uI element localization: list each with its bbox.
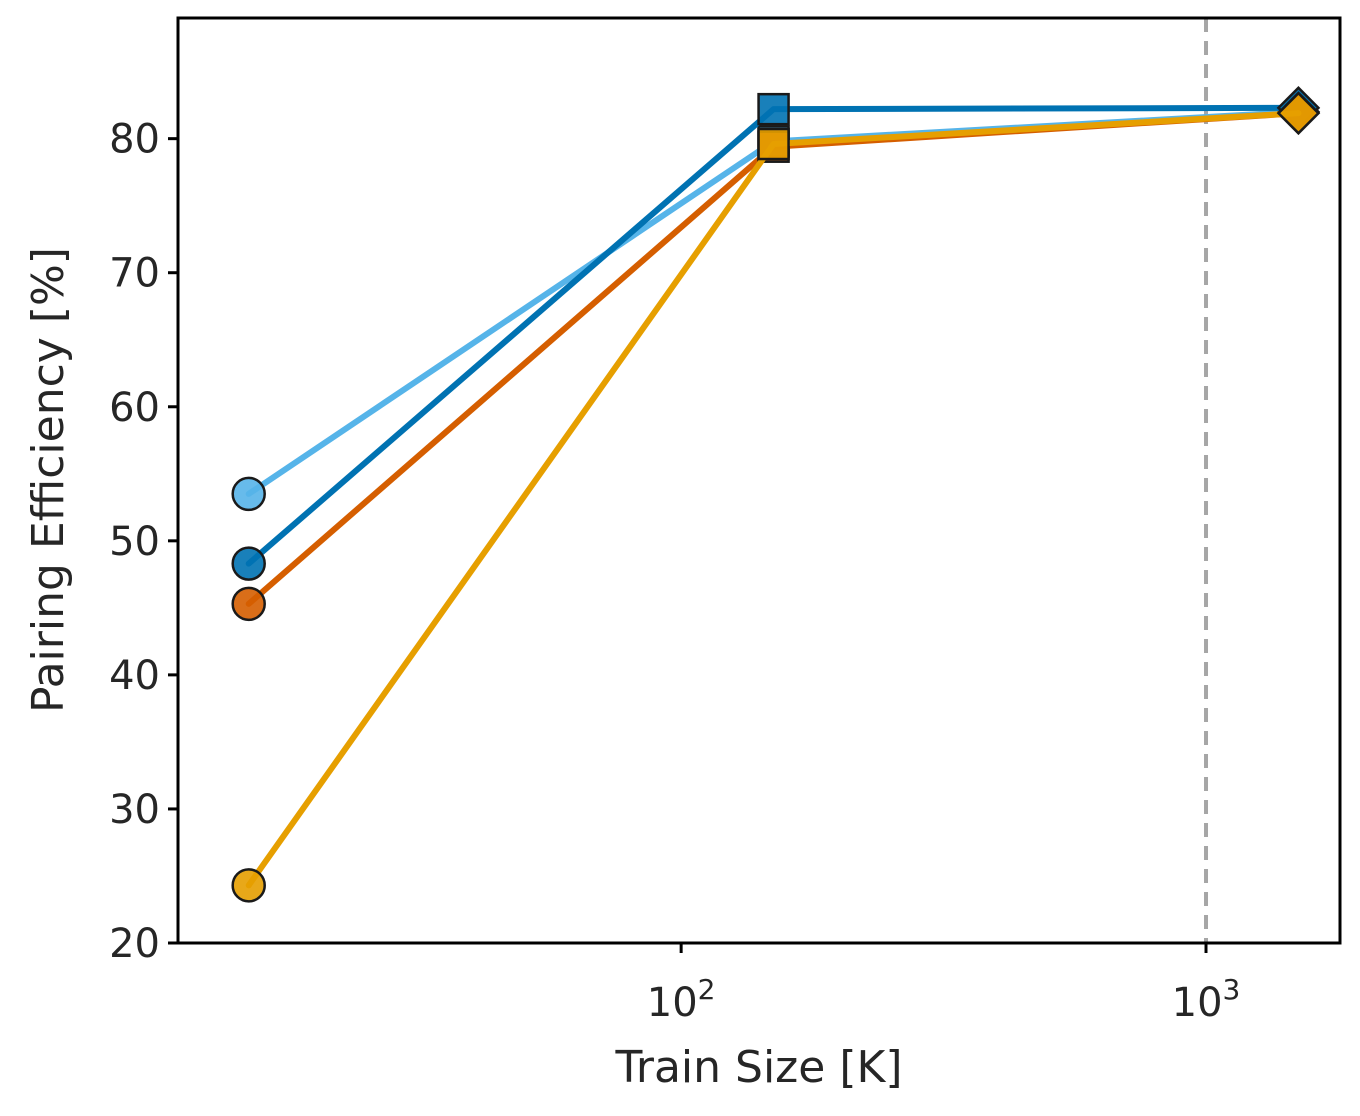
data-point (231, 586, 266, 622)
data-point (1276, 91, 1321, 135)
x-axis: 102 103 (647, 943, 1241, 1026)
y-tick-label: 40 (109, 653, 160, 699)
data-point (757, 127, 790, 161)
series-layer (231, 86, 1321, 903)
y-axis-label: Pairing Efficiency [%] (23, 247, 74, 713)
y-tick-label: 70 (109, 251, 160, 297)
x-tick-label: 103 (1172, 973, 1241, 1026)
data-point (231, 476, 266, 512)
y-tick-label: 20 (109, 921, 160, 967)
plot-background (178, 18, 1340, 943)
data-point (757, 92, 790, 126)
y-tick-label: 50 (109, 519, 160, 565)
x-tick-label: 102 (647, 973, 716, 1026)
x-axis-label: Train Size [K] (614, 1042, 902, 1093)
y-axis: 20 30 40 50 60 70 80 (109, 117, 178, 967)
data-point (231, 546, 266, 581)
data-point (231, 868, 266, 903)
y-tick-label: 30 (109, 787, 160, 833)
y-tick-label: 60 (109, 385, 160, 431)
plot-frame (176, 16, 1342, 945)
series-4 (231, 91, 1321, 903)
y-tick-label: 80 (109, 117, 160, 163)
